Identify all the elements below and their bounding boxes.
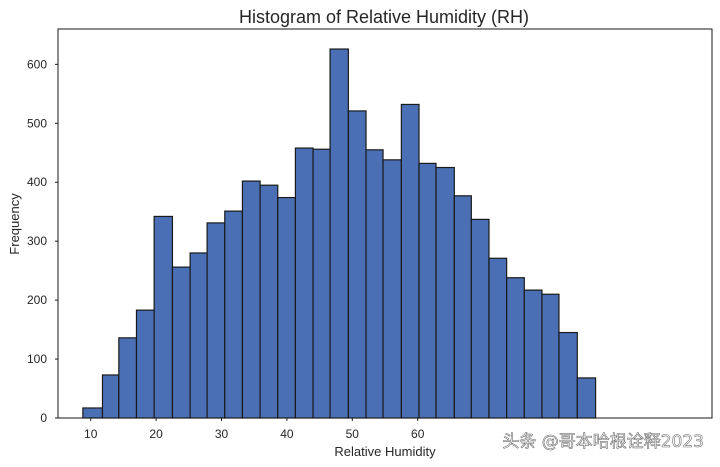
watermark-text: 头条 @哥本哈根诠释2023	[502, 432, 704, 452]
y-ticks-group: 0 100 200 300 400 500 600	[27, 57, 58, 425]
y-tick-label: 300	[27, 234, 47, 248]
histogram-bar	[101, 374, 120, 419]
x-tick-label: 20	[149, 427, 163, 441]
histogram-bar	[329, 48, 349, 419]
histogram-bar	[153, 215, 174, 419]
histogram-bar	[558, 331, 578, 419]
y-axis-label: Frequency	[7, 193, 22, 255]
histogram-bar	[224, 210, 244, 419]
histogram-bar	[171, 266, 191, 419]
histogram-bar	[82, 407, 104, 419]
histogram-bar	[118, 337, 138, 419]
x-axis-label: Relative Humidity	[334, 444, 436, 459]
histogram-bar	[453, 195, 472, 419]
histogram-bar	[189, 252, 208, 419]
histogram-bar	[382, 159, 402, 419]
histogram-bar	[312, 148, 331, 419]
chart-title: Histogram of Relative Humidity (RH)	[239, 7, 529, 27]
x-ticks-group: 10 20 30 40 50 60	[84, 418, 425, 441]
y-tick-label: 100	[27, 352, 47, 366]
x-tick-label: 60	[411, 427, 425, 441]
y-tick-label: 0	[40, 411, 47, 425]
x-tick-label: 30	[215, 427, 229, 441]
y-tick-label: 500	[27, 116, 47, 130]
histogram-bar	[135, 309, 155, 419]
histogram-bar	[206, 222, 226, 419]
histogram-bar	[277, 196, 297, 419]
x-tick-label: 50	[346, 427, 360, 441]
histogram-bar	[241, 180, 261, 419]
histogram-bar	[435, 166, 455, 419]
histogram-bar	[418, 162, 437, 419]
bars-group	[82, 48, 597, 419]
histogram-bar	[365, 149, 384, 419]
y-tick-label: 400	[27, 175, 47, 189]
histogram-bar	[470, 218, 490, 419]
x-tick-label: 10	[84, 427, 98, 441]
y-tick-label: 200	[27, 293, 47, 307]
histogram-bar	[541, 293, 560, 419]
histogram-bar	[506, 277, 525, 419]
histogram-bar	[259, 184, 279, 419]
histogram-bar	[400, 103, 420, 419]
histogram-bar	[523, 289, 543, 419]
x-tick-label: 40	[280, 427, 294, 441]
histogram-bar	[347, 110, 367, 419]
histogram-bar	[294, 147, 314, 419]
histogram-bar	[576, 377, 597, 419]
y-tick-label: 600	[27, 57, 47, 71]
histogram-bar	[488, 257, 508, 419]
